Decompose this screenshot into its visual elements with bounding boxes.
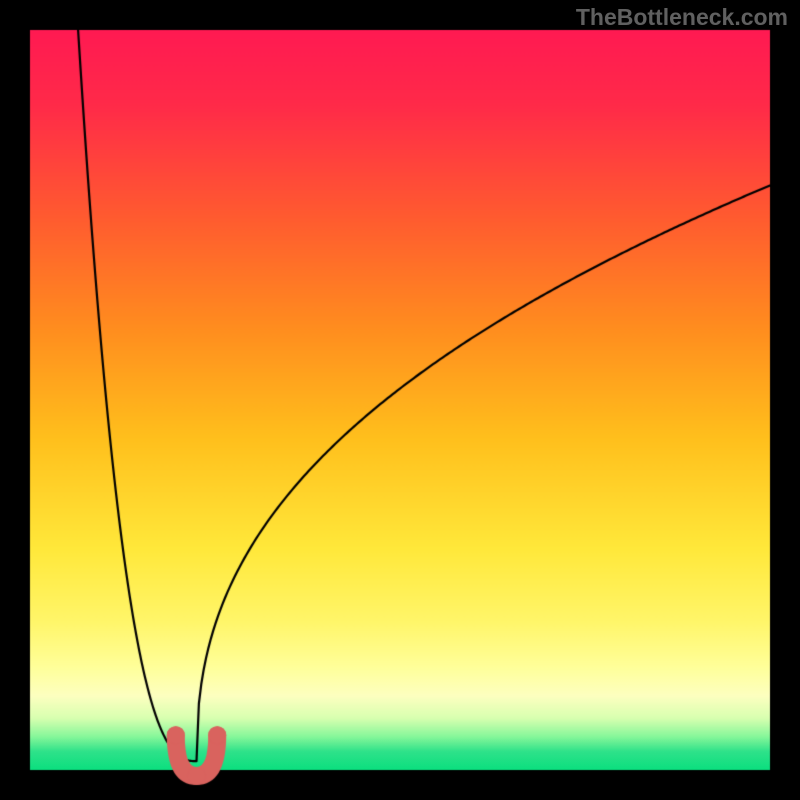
bottleneck-chart-canvas bbox=[0, 0, 800, 800]
chart-root: TheBottleneck.com bbox=[0, 0, 800, 800]
